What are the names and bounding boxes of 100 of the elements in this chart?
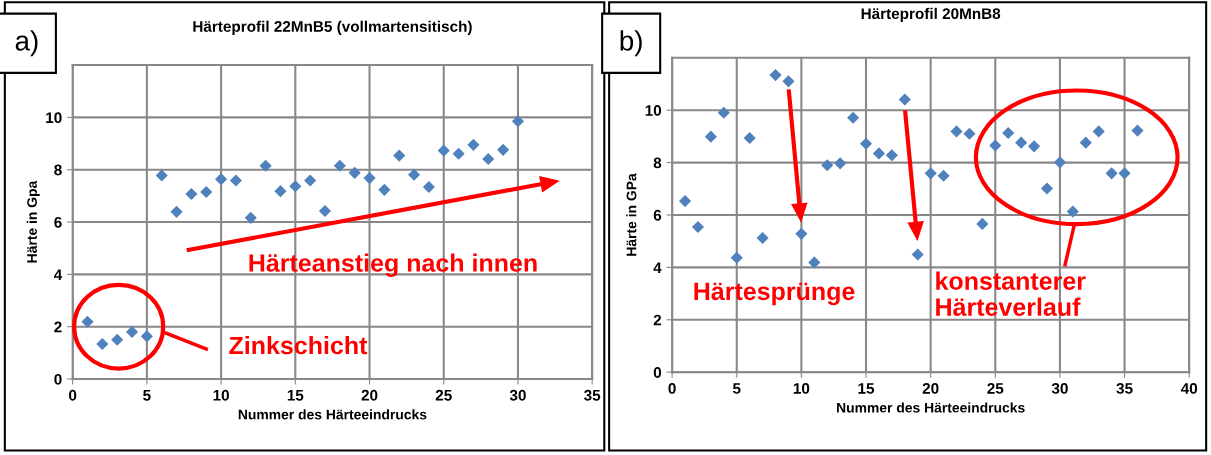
point bbox=[808, 256, 821, 269]
point bbox=[1105, 167, 1118, 180]
x-tick-label: 40 bbox=[1180, 383, 1198, 394]
y-tick-label: 0 bbox=[653, 367, 662, 378]
point bbox=[1118, 167, 1131, 180]
x-tick-label: 5 bbox=[732, 383, 741, 394]
point bbox=[259, 159, 272, 172]
x-tick-label: 0 bbox=[668, 383, 676, 394]
point bbox=[229, 174, 242, 187]
point bbox=[497, 143, 510, 156]
y-tick-label: 4 bbox=[653, 262, 662, 273]
point bbox=[125, 325, 139, 338]
point bbox=[452, 147, 465, 160]
x-tick-label: 25 bbox=[987, 383, 1004, 394]
point bbox=[1053, 156, 1066, 169]
annotation: Härtesprünge bbox=[694, 282, 855, 306]
point bbox=[976, 217, 989, 230]
point bbox=[437, 144, 450, 157]
y-tick-label: 4 bbox=[53, 269, 63, 280]
point bbox=[348, 166, 361, 179]
annotation: Zinkschicht bbox=[229, 335, 368, 355]
point bbox=[215, 173, 228, 186]
point bbox=[847, 111, 860, 124]
annotation: konstanterer Härteverlauf bbox=[936, 271, 1086, 316]
x-tick-label: 30 bbox=[1051, 383, 1068, 394]
x-tick-label: 25 bbox=[435, 389, 452, 401]
point bbox=[96, 337, 109, 351]
point bbox=[795, 227, 808, 240]
x-tick-label: 0 bbox=[69, 389, 77, 401]
point bbox=[155, 169, 168, 182]
point bbox=[834, 157, 847, 170]
point bbox=[782, 75, 795, 88]
point bbox=[422, 180, 435, 194]
point bbox=[170, 205, 183, 218]
point bbox=[821, 159, 834, 172]
point bbox=[274, 185, 287, 198]
x-tick-label: 10 bbox=[793, 383, 810, 394]
point bbox=[1131, 124, 1144, 137]
point bbox=[140, 330, 153, 343]
point bbox=[467, 138, 480, 151]
point bbox=[393, 149, 406, 162]
point bbox=[898, 93, 911, 106]
point bbox=[1015, 136, 1028, 149]
point bbox=[924, 167, 937, 180]
y-tick-label: 2 bbox=[54, 321, 62, 333]
point bbox=[185, 187, 198, 201]
point bbox=[678, 195, 692, 208]
y-tick-label: 6 bbox=[653, 209, 662, 221]
y-axis-title: Härte in Gpa bbox=[26, 180, 40, 263]
point bbox=[717, 106, 730, 119]
point bbox=[859, 137, 873, 150]
point bbox=[81, 315, 94, 328]
point bbox=[704, 130, 717, 143]
x-tick-label: 20 bbox=[922, 383, 939, 394]
point bbox=[885, 149, 898, 162]
point bbox=[363, 172, 376, 185]
point bbox=[769, 69, 782, 82]
x-tick-label: 10 bbox=[213, 389, 229, 401]
x-tick-label: 5 bbox=[143, 389, 151, 401]
point bbox=[111, 333, 124, 346]
point bbox=[743, 131, 756, 145]
y-tick-label: 10 bbox=[645, 105, 662, 116]
x-axis-title: Nummer des Härteeindrucks bbox=[837, 402, 1025, 413]
x-axis-title: Nummer des Härteeindrucks bbox=[238, 409, 427, 420]
y-tick-label: 2 bbox=[653, 314, 662, 326]
y-tick-label: 0 bbox=[54, 373, 62, 385]
point bbox=[989, 139, 1002, 152]
point bbox=[1092, 125, 1105, 138]
y-axis-title: Härte in GPa bbox=[626, 173, 637, 256]
y-tick-label: 10 bbox=[46, 112, 62, 124]
point bbox=[200, 185, 213, 199]
x-tick-label: 15 bbox=[858, 383, 875, 394]
text: a) bbox=[15, 30, 38, 57]
point bbox=[1040, 182, 1054, 195]
x-tick-label: 35 bbox=[584, 389, 601, 401]
x-tick-label: 30 bbox=[509, 389, 526, 401]
chart-title: Härteprofil 20MnB8 bbox=[861, 7, 1001, 23]
point bbox=[872, 147, 885, 160]
x-tick-label: 15 bbox=[287, 389, 304, 401]
point bbox=[408, 168, 421, 181]
annotation: Härteanstieg nach innen bbox=[249, 253, 537, 277]
point bbox=[333, 159, 346, 172]
point bbox=[378, 183, 391, 196]
point bbox=[304, 174, 317, 187]
point bbox=[937, 169, 950, 182]
point bbox=[1066, 205, 1079, 218]
y-tick-label: 8 bbox=[54, 164, 62, 176]
text: b) bbox=[620, 30, 642, 57]
point bbox=[244, 211, 257, 224]
x-tick-label: 20 bbox=[361, 389, 378, 401]
point bbox=[482, 152, 495, 166]
point bbox=[1079, 136, 1092, 149]
point bbox=[691, 220, 705, 234]
point bbox=[1028, 140, 1041, 153]
point bbox=[730, 251, 743, 264]
chart-title: Härteprofil 22MnB5 (vollmartensitisch) bbox=[193, 20, 472, 35]
point bbox=[318, 205, 332, 218]
point bbox=[756, 231, 769, 245]
y-tick-label: 6 bbox=[54, 216, 62, 228]
x-tick-label: 35 bbox=[1116, 383, 1133, 394]
